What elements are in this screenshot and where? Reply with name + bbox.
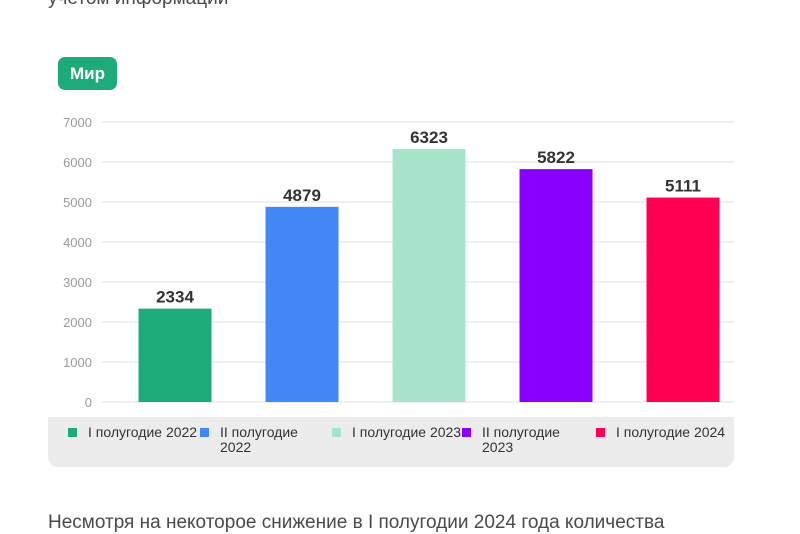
intro-text-fragment: учетом информации: [48, 0, 228, 10]
legend-label: I полугодие 2022: [88, 424, 198, 440]
bar: [519, 169, 593, 402]
legend-label: II полугодие 2022: [220, 424, 298, 455]
bar-data-label: 6323: [410, 128, 448, 147]
y-tick-label: 1000: [63, 355, 92, 370]
legend-swatch: [462, 428, 471, 437]
legend-label: I полугодие 2023: [352, 424, 462, 440]
legend-area: [48, 417, 734, 467]
body-text-fragment: Несмотря на некоторое снижение в I полуг…: [48, 512, 665, 533]
y-tick-label: 7000: [63, 115, 92, 130]
bar: [392, 149, 466, 402]
y-tick-label: 6000: [63, 155, 92, 170]
bar-data-label: 5111: [665, 177, 701, 196]
y-tick-label: 2000: [63, 315, 92, 330]
bar: [265, 206, 339, 402]
legend-swatch: [596, 428, 605, 437]
bar: [646, 197, 720, 402]
legend-label: II полугодие 2023: [482, 424, 560, 455]
legend-swatch: [332, 428, 341, 437]
chart-card: 0 1000 2000 3000 4000 5000 6000 7000 2334 4879 632…: [48, 45, 734, 467]
legend-label: I полугодие 2024: [616, 424, 726, 440]
bar-data-label: 4879: [283, 186, 321, 205]
legend-swatch: [68, 428, 77, 437]
bar-data-label: 5822: [537, 148, 575, 167]
chart-title-badge: Мир: [58, 57, 117, 90]
y-tick-label: 0: [85, 395, 92, 410]
y-tick-label: 4000: [63, 235, 92, 250]
legend-swatch: [200, 428, 209, 437]
y-tick-label: 3000: [63, 275, 92, 290]
y-tick-label: 5000: [63, 195, 92, 210]
bar-chart: 0 1000 2000 3000 4000 5000 6000 7000 2334 4879 632…: [63, 115, 734, 410]
chart-legend: I полугодие 2022 II полугодие 2022 I полуг…: [62, 425, 734, 465]
bar: [138, 308, 212, 402]
bar-data-label: 2334: [156, 288, 194, 307]
